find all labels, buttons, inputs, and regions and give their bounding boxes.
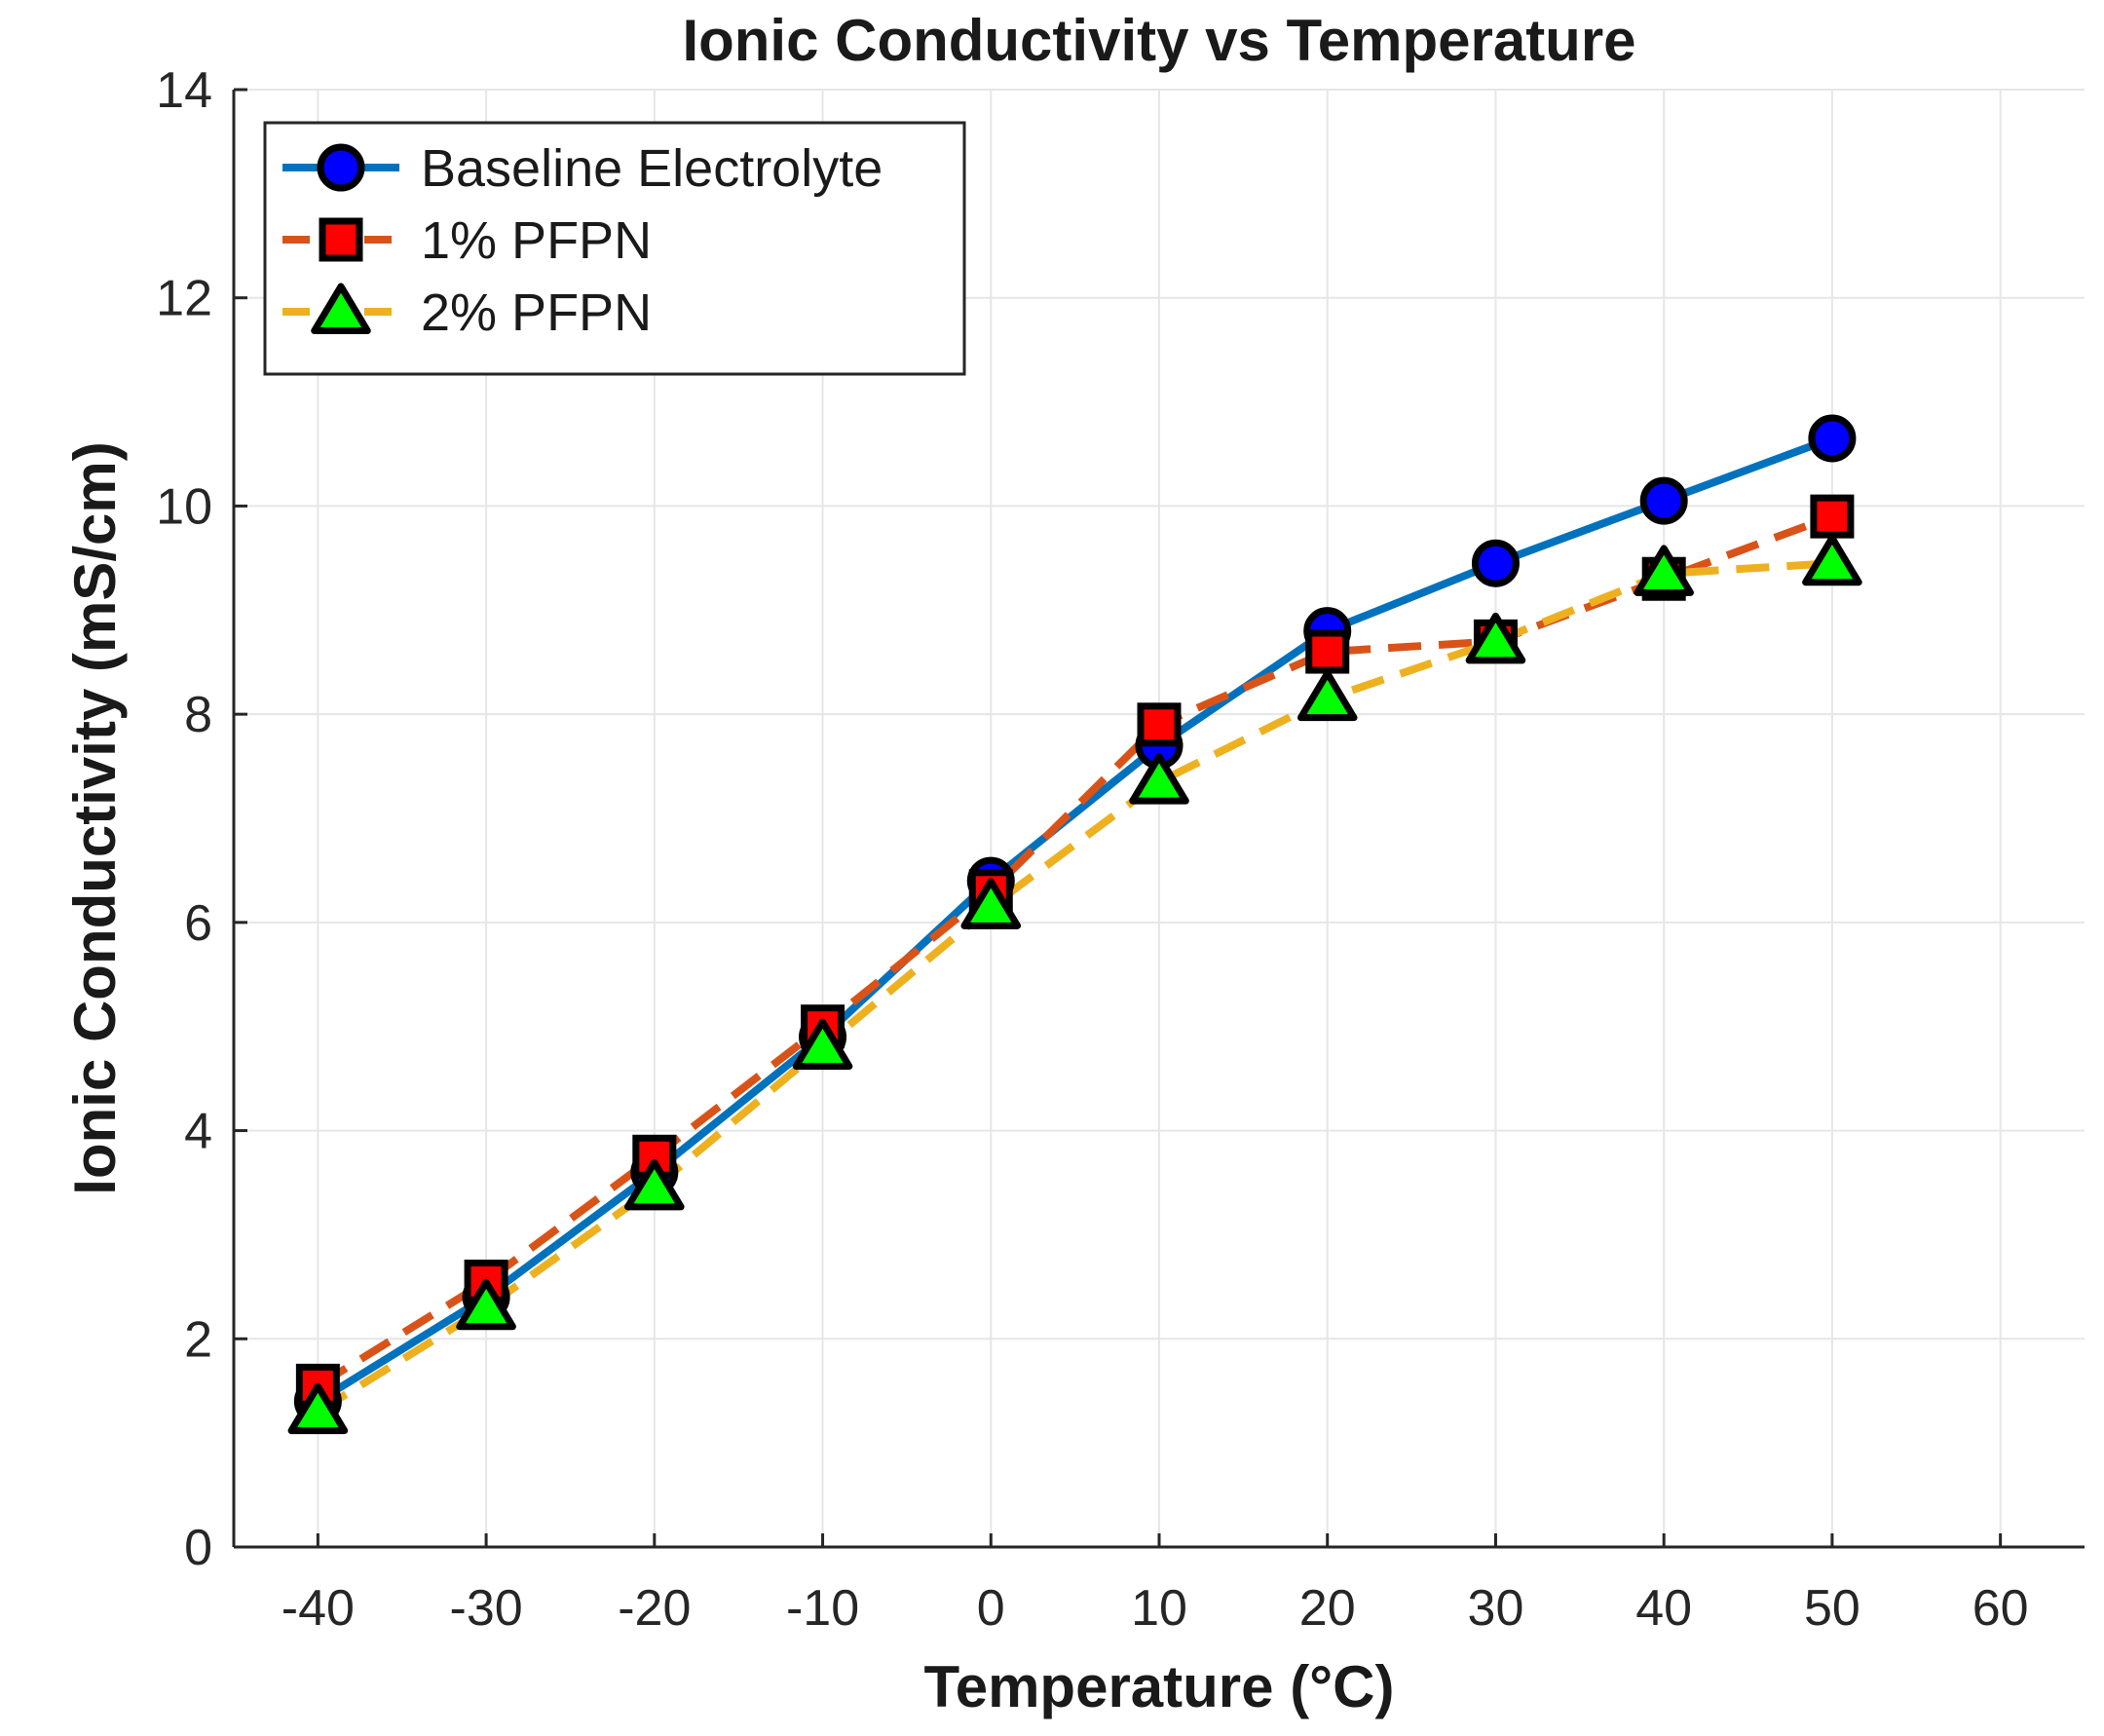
series-line: [316, 434, 1834, 1405]
y-tick-label: 6: [184, 895, 212, 952]
data-point: [1634, 545, 1694, 596]
x-tick-label: 10: [1131, 1580, 1187, 1637]
x-tick-label: 20: [1299, 1580, 1356, 1637]
data-point: [792, 1018, 853, 1071]
x-tick-label: 30: [1468, 1580, 1524, 1637]
data-point: [1129, 753, 1189, 805]
data-point: [1471, 539, 1520, 587]
y-tick-labels: 0 2 4 6 8 10 12 14: [156, 62, 212, 1576]
y-tick-label: 14: [156, 62, 212, 119]
legend-label: Baseline Electrolyte: [421, 139, 883, 198]
data-point: [624, 1158, 685, 1211]
y-axis-label: Ionic Conductivity (mS/cm): [62, 441, 128, 1194]
legend-item: 1% PFPN: [282, 211, 652, 270]
x-tick-label: -10: [786, 1580, 859, 1637]
data-point: [1808, 414, 1857, 463]
data-point: [1465, 612, 1526, 664]
x-tick-label: 40: [1635, 1580, 1692, 1637]
data-point: [960, 878, 1022, 929]
data-point: [1802, 534, 1862, 586]
x-tick-labels: -40 -30 -20 -10 0 10 20 30 40 50 60: [282, 1580, 2029, 1637]
x-tick-label: -40: [282, 1580, 355, 1637]
series-3-markers: [287, 534, 1862, 1435]
y-tick-label: 10: [156, 478, 212, 535]
data-point: [1137, 702, 1182, 747]
y-tick-label: 8: [184, 687, 212, 743]
x-tick-label: 0: [977, 1580, 1005, 1637]
legend-item: 2% PFPN: [282, 283, 652, 342]
legend-label: 2% PFPN: [421, 283, 652, 342]
series-1: [316, 434, 1834, 1405]
y-tick-label: 2: [184, 1311, 212, 1368]
legend-marker: [319, 217, 363, 262]
x-tick-label: -30: [450, 1580, 523, 1637]
legend-item: Baseline Electrolyte: [282, 139, 883, 198]
y-tick-label: 4: [184, 1104, 212, 1160]
data-point: [1810, 494, 1855, 539]
chart-title: Ionic Conductivity vs Temperature: [682, 8, 1635, 73]
legend-label: 1% PFPN: [421, 211, 652, 270]
legend-marker: [311, 283, 371, 334]
data-point: [1296, 669, 1358, 722]
legend-box: [263, 121, 966, 376]
y-tick-label: 0: [184, 1520, 212, 1576]
data-point: [287, 1382, 349, 1435]
data-point: [456, 1278, 516, 1331]
x-tick-label: 60: [1972, 1580, 2029, 1637]
series-layer: [287, 414, 1862, 1435]
data-point: [1305, 629, 1350, 674]
x-axis-label: Temperature (°C): [924, 1654, 1395, 1719]
axes: [232, 88, 2085, 1549]
data-point: [1639, 476, 1688, 525]
x-tick-label: 50: [1804, 1580, 1860, 1637]
legend-marker: [317, 143, 365, 192]
y-tick-label: 12: [156, 271, 212, 327]
legend: Baseline Electrolyte 1% PFPN 2% PFPN: [263, 121, 966, 376]
x-tick-label: -20: [618, 1580, 691, 1637]
